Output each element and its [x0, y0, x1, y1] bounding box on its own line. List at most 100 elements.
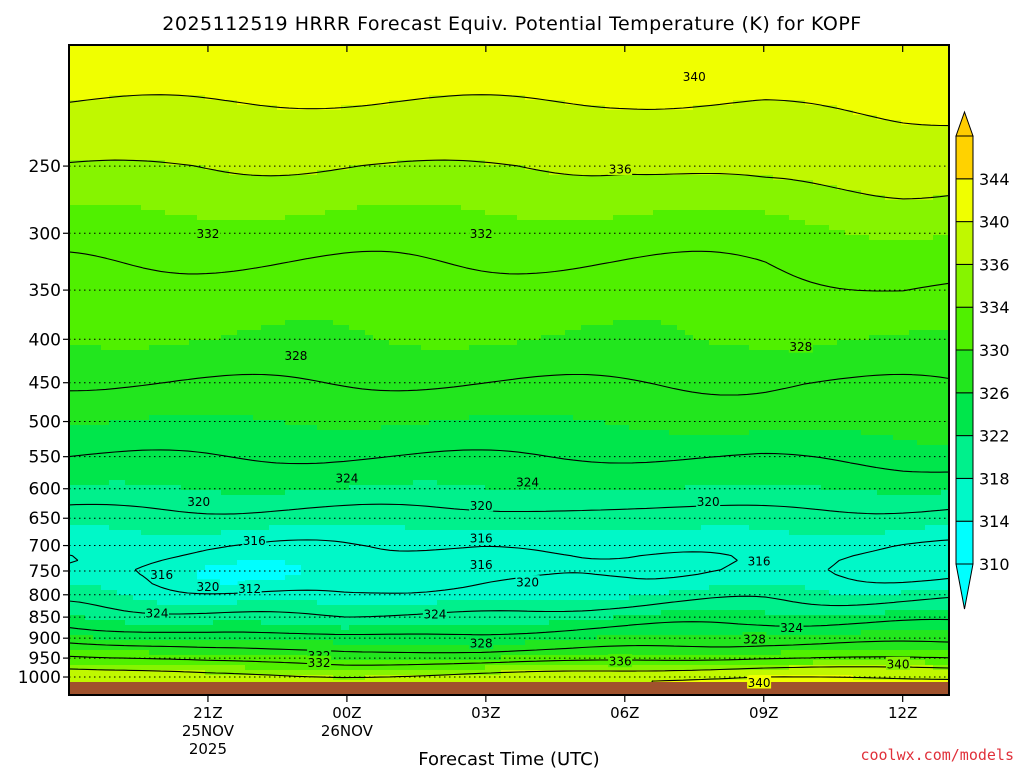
- shade-cell: [117, 155, 126, 161]
- shade-cell: [373, 200, 382, 206]
- shade-cell: [349, 350, 358, 356]
- shade-cell: [85, 55, 94, 61]
- shade-cell: [349, 165, 358, 171]
- shade-cell: [253, 155, 262, 161]
- shade-cell: [133, 250, 142, 256]
- shade-cell: [85, 495, 94, 501]
- shade-cell: [325, 205, 334, 211]
- shade-cell: [253, 110, 262, 116]
- shade-cell: [341, 545, 350, 551]
- shade-cell: [309, 200, 318, 206]
- shade-cell: [189, 185, 198, 191]
- shade-cell: [365, 65, 374, 71]
- shade-cell: [157, 335, 166, 341]
- shade-cell: [285, 535, 294, 541]
- shade-cell: [173, 345, 182, 351]
- shade-cell: [117, 55, 126, 61]
- shade-cell: [149, 365, 158, 371]
- shade-cell: [333, 515, 342, 521]
- shade-cell: [229, 480, 238, 486]
- shade-cell: [325, 355, 334, 361]
- shade-cell: [93, 345, 102, 351]
- shade-cell: [149, 155, 158, 161]
- shade-cell: [285, 180, 294, 186]
- shade-cell: [189, 535, 198, 541]
- shade-cell: [77, 525, 86, 531]
- shade-cell: [117, 330, 126, 336]
- shade-cell: [221, 195, 230, 201]
- shade-cell: [117, 620, 126, 626]
- shade-cell: [117, 500, 126, 506]
- shade-cell: [189, 425, 198, 431]
- shade-cell: [77, 65, 86, 71]
- shade-cell: [253, 170, 262, 176]
- shade-cell: [365, 315, 374, 321]
- shade-cell: [325, 150, 334, 156]
- shade-cell: [101, 270, 110, 276]
- shade-cell: [261, 585, 270, 591]
- shade-cell: [205, 110, 214, 116]
- shade-cell: [373, 170, 382, 176]
- shade-cell: [301, 550, 310, 556]
- shade-cell: [157, 635, 166, 641]
- shade-cell: [165, 140, 174, 146]
- shade-cell: [341, 120, 350, 126]
- shade-cell: [109, 315, 118, 321]
- shade-cell: [117, 610, 126, 616]
- shade-cell: [261, 430, 270, 436]
- shade-cell: [173, 280, 182, 286]
- shade-cell: [277, 625, 286, 631]
- shade-cell: [189, 165, 198, 171]
- shade-cell: [221, 105, 230, 111]
- shade-cell: [213, 45, 222, 51]
- shade-cell: [125, 645, 134, 651]
- shade-cell: [197, 540, 206, 546]
- shade-cell: [229, 225, 238, 231]
- shade-cell: [117, 520, 126, 526]
- shade-cell: [349, 360, 358, 366]
- shade-cell: [293, 320, 302, 326]
- shade-cell: [85, 615, 94, 621]
- shade-cell: [365, 365, 374, 371]
- shade-cell: [125, 270, 134, 276]
- shade-cell: [301, 415, 310, 421]
- shade-cell: [205, 640, 214, 646]
- shade-cell: [117, 170, 126, 176]
- shade-cell: [181, 425, 190, 431]
- shade-cell: [325, 625, 334, 631]
- shade-cell: [269, 330, 278, 336]
- shade-cell: [85, 670, 94, 676]
- shade-cell: [77, 495, 86, 501]
- shade-cell: [157, 170, 166, 176]
- shade-cell: [349, 595, 358, 601]
- shade-cell: [285, 270, 294, 276]
- shade-cell: [357, 425, 366, 431]
- shade-cell: [133, 575, 142, 581]
- shade-cell: [117, 295, 126, 301]
- shade-cell: [141, 250, 150, 256]
- shade-cell: [181, 215, 190, 221]
- shade-cell: [101, 170, 110, 176]
- shade-cell: [333, 160, 342, 166]
- shade-cell: [125, 560, 134, 566]
- shade-cell: [157, 70, 166, 76]
- shade-cell: [325, 75, 334, 81]
- shade-cell: [101, 275, 110, 281]
- shade-cell: [221, 215, 230, 221]
- shade-cell: [213, 640, 222, 646]
- shade-cell: [109, 365, 118, 371]
- shade-cell: [293, 615, 302, 621]
- shade-cell: [333, 285, 342, 291]
- shade-cell: [229, 165, 238, 171]
- shade-cell: [349, 175, 358, 181]
- shade-cell: [365, 485, 374, 491]
- shade-cell: [69, 150, 78, 156]
- shade-cell: [237, 255, 246, 261]
- shade-cell: [261, 415, 270, 421]
- shade-cell: [309, 465, 318, 471]
- shade-cell: [213, 365, 222, 371]
- shade-cell: [349, 620, 358, 626]
- shade-cell: [293, 535, 302, 541]
- shade-cell: [77, 520, 86, 526]
- shade-cell: [341, 265, 350, 271]
